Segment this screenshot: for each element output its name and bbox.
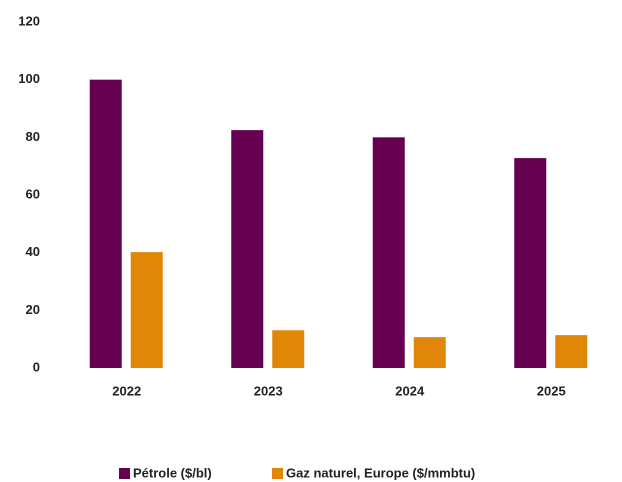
legend-label: Gaz naturel, Europe ($/mmbtu): [286, 465, 475, 480]
legend-swatch: [272, 468, 283, 479]
bar: [130, 252, 163, 368]
y-tick-label: 100: [18, 71, 40, 86]
y-tick-label: 40: [26, 244, 40, 259]
y-tick-label: 120: [18, 13, 40, 28]
y-tick-label: 60: [26, 186, 40, 201]
bar: [89, 79, 122, 369]
x-tick-label: 2024: [395, 383, 425, 398]
x-tick-label: 2025: [537, 383, 566, 398]
bar: [514, 158, 547, 368]
bar: [272, 330, 305, 368]
y-tick-label: 20: [26, 302, 40, 317]
bar: [413, 337, 446, 368]
legend-swatch: [119, 468, 130, 479]
y-tick-label: 80: [26, 129, 40, 144]
bar: [372, 137, 405, 368]
x-tick-label: 2022: [112, 383, 141, 398]
y-tick-label: 0: [33, 359, 40, 374]
x-tick-label: 2023: [254, 383, 283, 398]
legend-label: Pétrole ($/bl): [133, 465, 212, 480]
bar: [231, 130, 264, 368]
bar: [555, 335, 588, 368]
